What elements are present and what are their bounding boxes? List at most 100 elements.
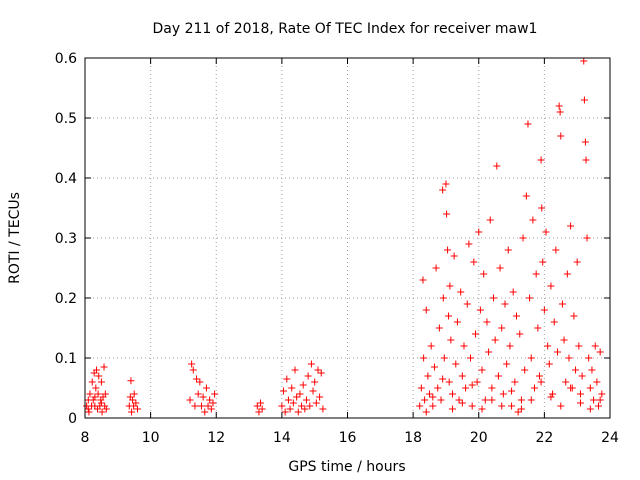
data-point <box>511 378 519 386</box>
data-point <box>498 324 506 332</box>
data-point <box>483 318 491 326</box>
data-point <box>439 294 447 302</box>
data-point <box>527 396 535 404</box>
data-point <box>547 282 555 290</box>
data-point <box>101 390 109 398</box>
data-point <box>129 396 137 404</box>
data-point <box>493 162 501 170</box>
data-point <box>499 390 507 398</box>
data-point <box>490 294 498 302</box>
data-point <box>437 396 445 404</box>
data-point <box>298 402 306 410</box>
data-point <box>289 399 297 407</box>
data-point <box>538 204 546 212</box>
data-point <box>481 396 489 404</box>
data-point <box>512 312 520 320</box>
data-point <box>419 276 427 284</box>
data-point <box>85 408 93 416</box>
data-point <box>549 390 557 398</box>
data-point <box>457 288 465 296</box>
data-point <box>302 396 310 404</box>
data-point <box>435 324 443 332</box>
data-point <box>286 405 294 413</box>
data-point <box>424 372 432 380</box>
data-point <box>132 399 140 407</box>
data-point <box>570 312 578 320</box>
y-tick-label: 0.5 <box>55 111 77 127</box>
data-point <box>316 393 324 401</box>
data-point <box>311 378 319 386</box>
data-point <box>596 396 604 404</box>
data-point <box>516 330 524 338</box>
data-point <box>476 306 484 314</box>
data-point <box>531 384 539 392</box>
data-point <box>443 210 451 218</box>
data-point <box>128 408 136 416</box>
data-point <box>485 348 493 356</box>
data-point <box>537 378 545 386</box>
data-point <box>92 384 100 392</box>
data-point <box>421 396 429 404</box>
data-point <box>288 384 296 392</box>
data-point <box>486 216 494 224</box>
data-point <box>580 96 588 104</box>
data-point <box>565 354 573 362</box>
data-point <box>317 369 325 377</box>
data-point <box>575 342 583 350</box>
data-point <box>194 390 202 398</box>
data-point <box>537 156 545 164</box>
data-point <box>255 408 263 416</box>
data-point <box>595 402 603 410</box>
data-point <box>460 342 468 350</box>
data-point <box>473 378 481 386</box>
data-point <box>306 402 314 410</box>
data-point <box>196 378 204 386</box>
y-tick-label: 0 <box>68 411 77 427</box>
data-point <box>494 372 502 380</box>
data-point <box>284 396 292 404</box>
data-point <box>540 306 548 314</box>
x-tick-label: 14 <box>273 430 291 446</box>
data-point <box>291 366 299 374</box>
data-point <box>422 306 430 314</box>
data-point <box>555 102 563 110</box>
data-point <box>524 120 532 128</box>
data-point <box>576 399 584 407</box>
data-point <box>417 384 425 392</box>
data-point <box>557 402 565 410</box>
data-point <box>573 258 581 266</box>
y-tick-label: 0.3 <box>55 231 77 247</box>
data-point <box>450 252 458 260</box>
data-point <box>453 318 461 326</box>
data-point <box>278 402 286 410</box>
x-tick-label: 16 <box>339 430 357 446</box>
data-point <box>202 384 210 392</box>
chart-title: Day 211 of 2018, Rate Of TEC Index for r… <box>153 21 538 37</box>
data-point <box>545 360 553 368</box>
data-point <box>580 57 588 65</box>
data-point <box>567 222 575 230</box>
data-point <box>432 264 440 272</box>
x-tick-label: 24 <box>601 430 619 446</box>
y-axis-label: ROTI / TECUs <box>7 192 23 284</box>
x-axis-label: GPS time / hours <box>288 459 405 475</box>
data-point <box>444 246 452 254</box>
data-point <box>449 405 456 413</box>
x-tick-label: 8 <box>81 430 90 446</box>
data-point <box>588 366 596 374</box>
data-point <box>312 399 320 407</box>
grid-lines <box>85 58 610 418</box>
y-axis-ticks: 0 0.1 0.2 0.3 0.4 0.5 0.6 <box>55 51 610 427</box>
data-points <box>83 57 606 416</box>
data-point <box>296 390 304 398</box>
data-point <box>480 270 488 278</box>
data-point <box>449 390 456 398</box>
data-point <box>596 348 604 356</box>
data-point <box>280 387 288 395</box>
data-point <box>586 384 594 392</box>
data-point <box>191 402 199 410</box>
data-point <box>591 342 599 350</box>
data-point <box>429 393 437 401</box>
y-tick-label: 0.4 <box>55 171 77 187</box>
data-point <box>557 132 565 140</box>
